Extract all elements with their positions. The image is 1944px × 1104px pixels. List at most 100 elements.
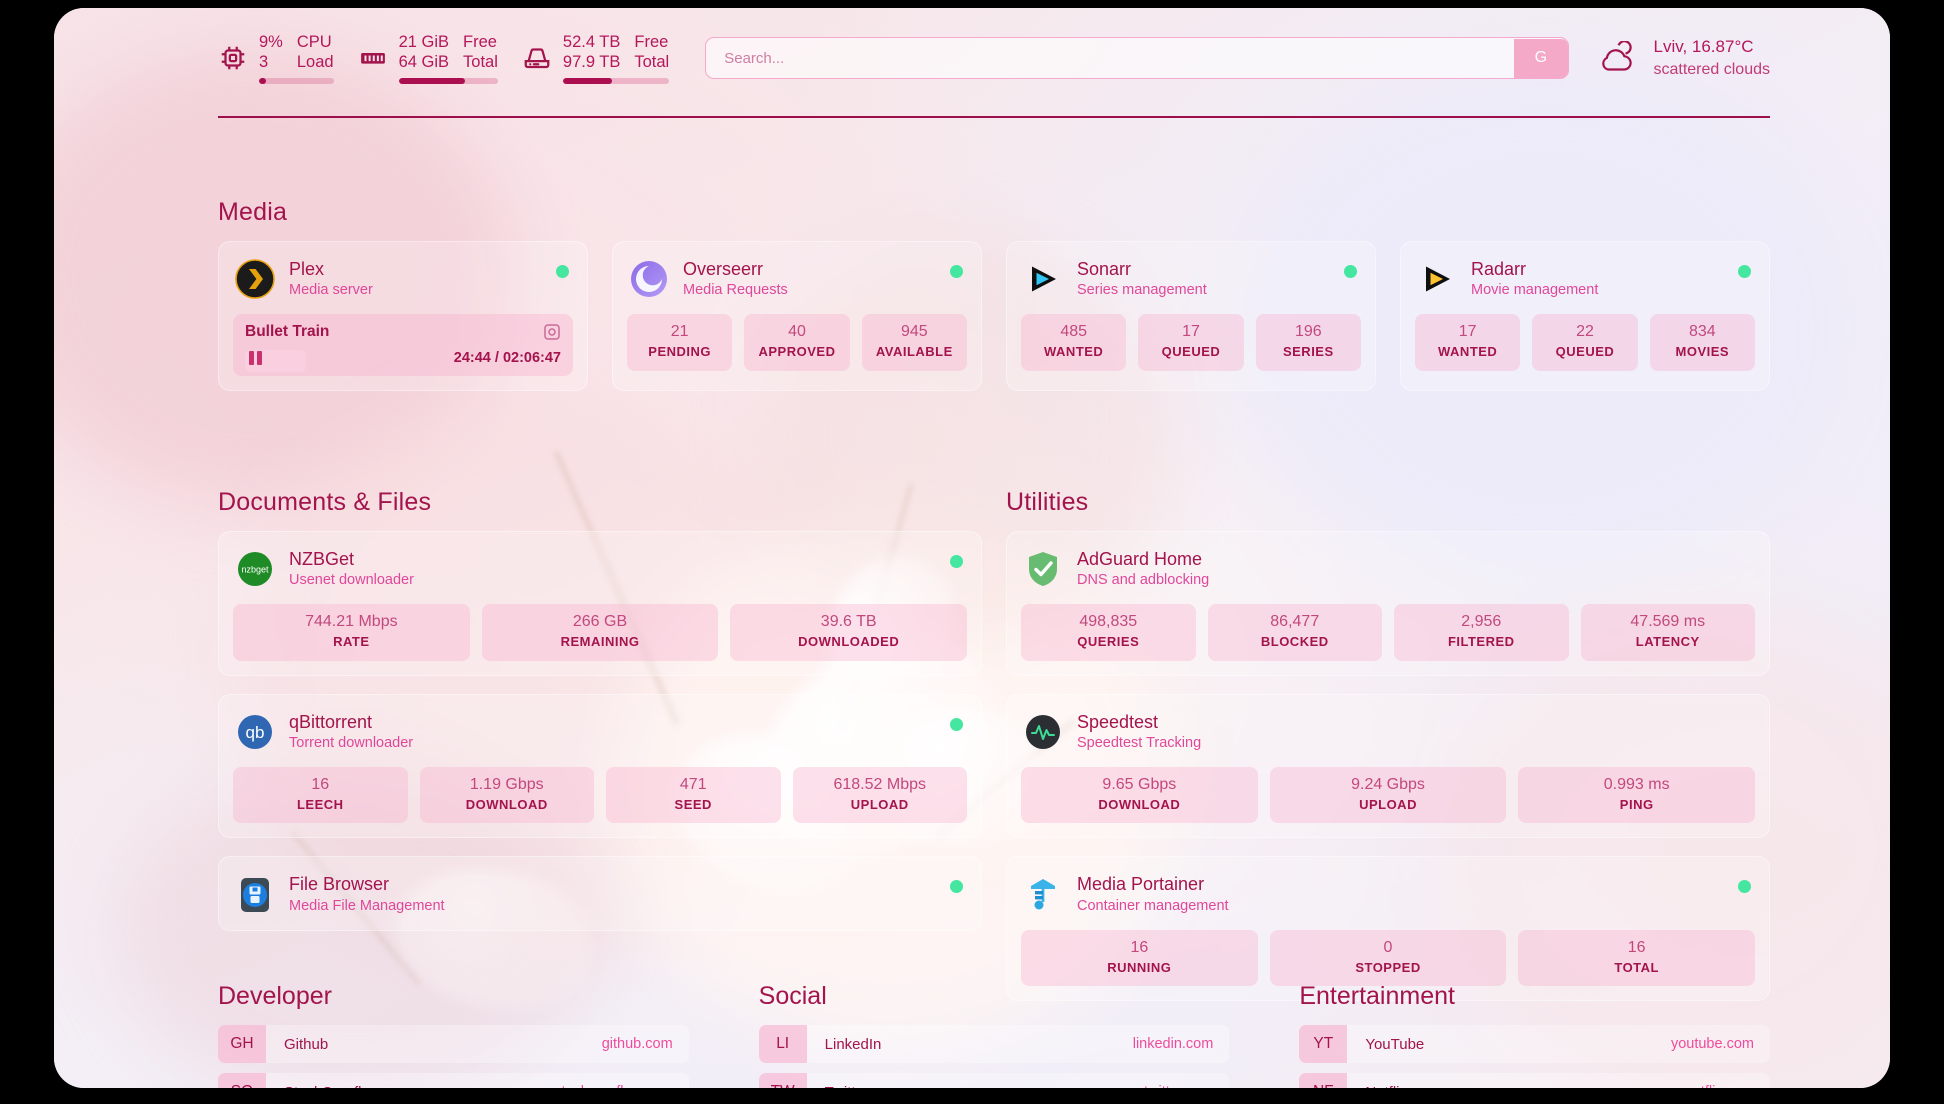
stat-tile: 498,835 QUERIES [1021, 604, 1196, 661]
bookmark-link[interactable]: NF Netflix netflix.com [1299, 1073, 1770, 1088]
bookmark-url: github.com [601, 1036, 673, 1052]
stat-label: RATE [333, 634, 370, 650]
status-indicator-online [950, 265, 963, 278]
stat-value: 17 [1182, 323, 1200, 341]
cpu-label-top: CPU [296, 33, 332, 51]
search-bar: G [705, 37, 1570, 80]
bookmark-url: twitter.com [1144, 1084, 1229, 1088]
bookmark-abbr: YT [1299, 1025, 1348, 1063]
service-card-radarr[interactable]: Radarr Movie management 17 WANTED 22 QUE… [1400, 241, 1770, 392]
stat-label: UPLOAD [850, 796, 909, 812]
service-name: Radarr [1471, 259, 1527, 279]
nzbget-icon: nzbget [235, 549, 275, 589]
stat-value: 744.21 Mbps [305, 613, 398, 631]
stat-tile: 834 MOVIES [1649, 314, 1755, 371]
documents-section-title: Documents & Files [218, 488, 432, 516]
cast-icon[interactable] [543, 323, 561, 341]
bookmark-link[interactable]: LI LinkedIn linkedin.com [758, 1025, 1230, 1063]
bookmark-link[interactable]: GH Github github.com [218, 1025, 689, 1063]
service-card-media-portainer[interactable]: Media Portainer Container management 16 … [1006, 856, 1770, 1002]
stat-value: 22 [1576, 323, 1594, 341]
service-card-overseerr[interactable]: Overseerr Media Requests 21 PENDING 40 A… [612, 241, 982, 392]
disk-usage-bar [562, 78, 670, 85]
search-submit-button[interactable]: G [1513, 38, 1568, 78]
bookmark-abbr: LI [758, 1025, 807, 1063]
bookmark-abbr: NF [1299, 1073, 1348, 1088]
status-indicator-online [556, 265, 569, 278]
stat-value: 834 [1688, 323, 1716, 341]
stat-value: 16 [311, 775, 330, 793]
speedtest-icon [1023, 712, 1063, 752]
disk-total-value: 97.9 TB [562, 53, 621, 72]
stat-value: 9.24 Gbps [1351, 775, 1425, 793]
stat-tile: 945 AVAILABLE [861, 314, 967, 371]
bookmark-group-title: Developer [218, 982, 332, 1010]
portainer-icon [1023, 875, 1063, 915]
stat-value: 86,477 [1270, 613, 1320, 631]
bookmark-link[interactable]: YT YouTube youtube.com [1299, 1025, 1770, 1063]
service-name: NZBGet [289, 549, 355, 569]
stat-label: DOWNLOAD [1098, 796, 1181, 812]
service-card-speedtest[interactable]: Speedtest Speedtest Tracking 9.65 Gbps D… [1006, 693, 1770, 839]
weather-location-temp: Lviv, 16.87°C [1653, 36, 1754, 56]
cpu-usage-bar [259, 78, 334, 85]
bookmark-group-entertainment: Entertainment YT YouTube youtube.com NF … [1299, 982, 1770, 1088]
memory-label-top: Free [463, 33, 497, 51]
ram-icon [358, 43, 388, 73]
service-name: Overseerr [683, 259, 764, 279]
header-divider [218, 116, 1770, 118]
stat-value: 618.52 Mbps [833, 775, 926, 793]
stat-tile: 744.21 Mbps RATE [233, 604, 470, 661]
stat-tile: 17 QUEUED [1138, 314, 1244, 371]
documents-section: Documents & Files nzbget NZBGet Usenet d… [218, 488, 982, 1001]
memory-free-value: 21 GiB [398, 33, 450, 51]
stat-value: 266 GB [572, 613, 628, 631]
bookmark-abbr: SO [218, 1073, 266, 1088]
service-card-nzbget[interactable]: nzbget NZBGet Usenet downloader 744.21 M… [218, 531, 982, 676]
memory-label-bottom: Total [463, 53, 498, 72]
stat-tile: 9.24 Gbps UPLOAD [1269, 766, 1507, 824]
stat-label: WANTED [1437, 344, 1498, 360]
stat-tile: 0 STOPPED [1269, 929, 1507, 987]
search-input[interactable] [705, 37, 1570, 80]
resource-disk: 52.4 TB 97.9 TB Free Total [522, 32, 670, 85]
resource-cpu: 9% 3 CPU Load [218, 32, 334, 85]
pause-icon[interactable] [249, 351, 262, 366]
service-subtitle: Container management [1077, 897, 1229, 914]
service-card-sonarr[interactable]: Sonarr Series management 485 WANTED 17 Q… [1006, 241, 1376, 392]
service-card-adguard-home[interactable]: AdGuard Home DNS and adblocking 498,835 … [1006, 531, 1770, 676]
service-subtitle: Media File Management [289, 897, 445, 914]
bookmark-name: YouTube [1365, 1035, 1425, 1053]
stat-value: 0 [1383, 938, 1393, 956]
service-card-filebrowser[interactable]: File Browser Media File Management [218, 856, 982, 931]
overseerr-icon [629, 259, 669, 299]
service-subtitle: Series management [1077, 282, 1207, 299]
bookmark-link[interactable]: SO StackOverflow stackoverflow.com [218, 1073, 689, 1088]
stat-tile: 21 PENDING [627, 314, 733, 371]
now-playing-panel: Bullet Train 24:44 / 02:06:4 [233, 314, 573, 377]
svg-text:qb: qb [246, 723, 265, 742]
svg-text:nzbget: nzbget [241, 565, 269, 575]
media-section-title: Media [218, 198, 288, 226]
bookmark-group-social: Social LI LinkedIn linkedin.com TW Twitt… [758, 982, 1230, 1088]
stat-tile: 40 APPROVED [744, 314, 850, 371]
stat-tile: 618.52 Mbps UPLOAD [792, 766, 967, 824]
stat-tile: 2,956 FILTERED [1394, 604, 1569, 661]
stat-label: QUERIES [1077, 634, 1140, 650]
bookmark-url: netflix.com [1685, 1084, 1770, 1088]
now-playing-title: Bullet Train [245, 323, 330, 341]
playback-time: 24:44 / 02:06:47 [453, 350, 561, 367]
service-card-qbittorrent[interactable]: qb qBittorrent Torrent downloader 16 LEE… [218, 693, 982, 839]
header-bar: 9% 3 CPU Load [54, 8, 1890, 120]
stat-tile: 16 LEECH [233, 766, 408, 824]
stat-label: REMAINING [560, 634, 640, 650]
stat-tile: 196 SERIES [1255, 314, 1361, 371]
service-name: File Browser [289, 874, 390, 895]
service-name: Media Portainer [1077, 874, 1205, 895]
stat-tile: 17 WANTED [1415, 314, 1521, 371]
stat-tile: 0.993 ms PING [1518, 766, 1756, 824]
status-indicator-online [950, 555, 963, 568]
bookmark-link[interactable]: TW Twitter twitter.com [758, 1073, 1230, 1088]
service-card-plex[interactable]: Plex Media server Bullet Train [218, 241, 588, 392]
cpu-usage-value: 9% [259, 33, 283, 51]
